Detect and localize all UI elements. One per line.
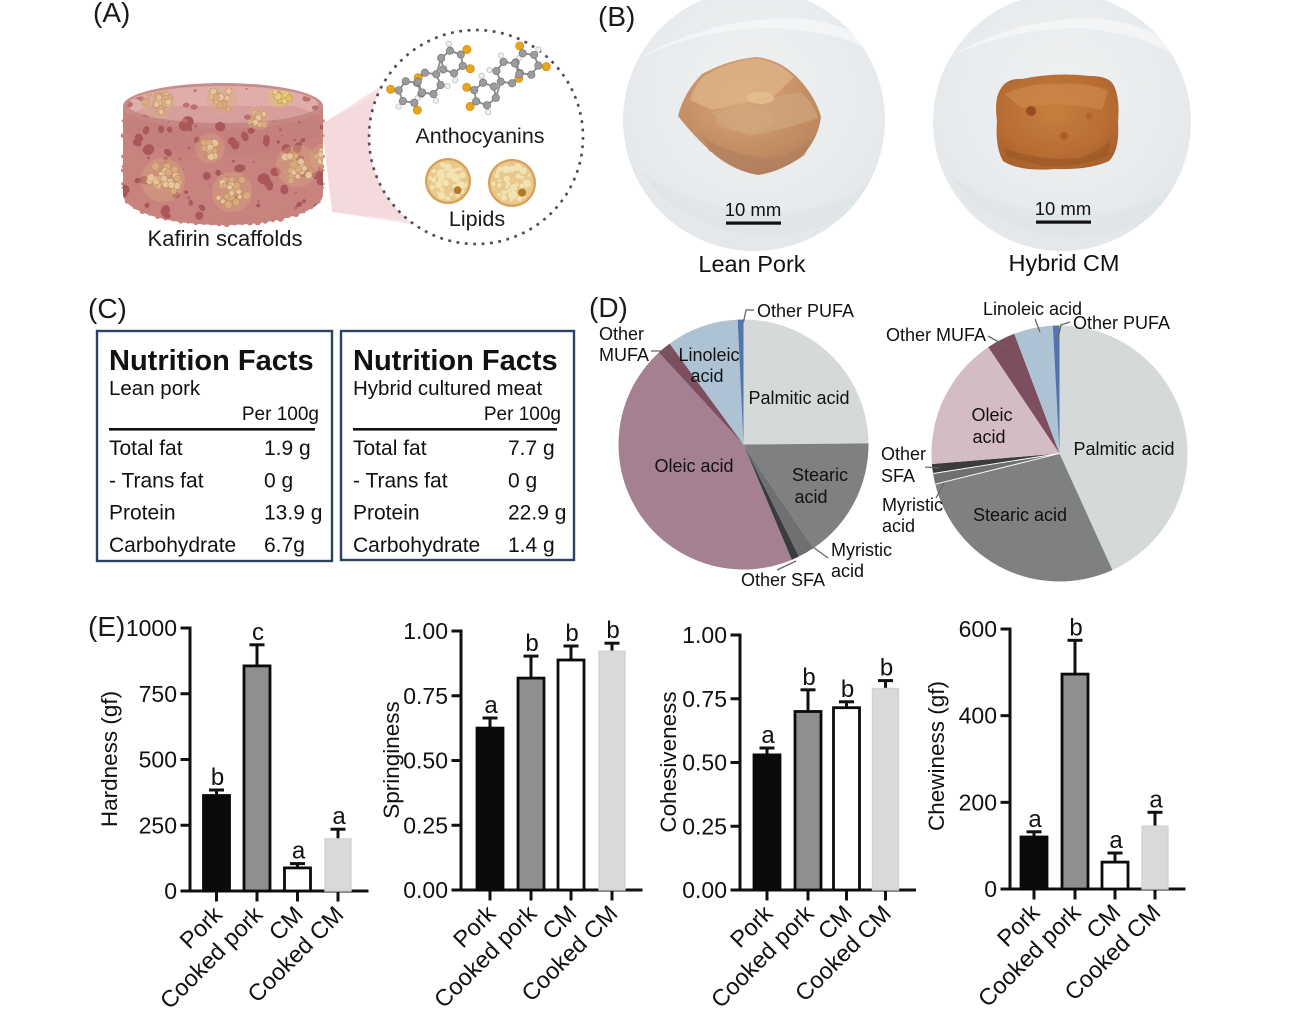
svg-text:0: 0 [984,876,997,902]
svg-text:SFA: SFA [881,466,915,486]
svg-text:b: b [880,655,893,682]
svg-text:a: a [1028,806,1042,833]
svg-text:a: a [1149,786,1163,813]
svg-text:6.7g: 6.7g [264,534,305,557]
svg-text:Chewiness (gf): Chewiness (gf) [924,681,949,831]
svg-text:Hybrid cultured meat: Hybrid cultured meat [353,377,542,400]
svg-text:Nutrition Facts: Nutrition Facts [353,345,558,377]
svg-text:c: c [252,619,264,646]
svg-text:Hardness (gf): Hardness (gf) [97,691,122,827]
svg-text:Per 100g: Per 100g [242,404,319,425]
svg-text:Total fat: Total fat [353,437,427,460]
svg-text:MUFA: MUFA [599,345,649,365]
svg-text:a: a [761,722,775,749]
svg-text:Protein: Protein [353,502,420,525]
svg-text:1.4 g: 1.4 g [508,534,555,557]
svg-text:7.7 g: 7.7 g [508,437,555,460]
svg-text:0.50: 0.50 [682,750,727,776]
svg-text:Other SFA: Other SFA [741,570,825,590]
svg-text:Nutrition Facts: Nutrition Facts [109,345,314,377]
svg-text:1000: 1000 [126,615,177,641]
svg-text:0.75: 0.75 [403,683,448,709]
svg-text:b: b [802,664,815,691]
svg-text:0.00: 0.00 [682,877,727,903]
svg-text:0.00: 0.00 [403,877,448,903]
svg-text:Myristic: Myristic [831,540,892,560]
svg-text:Linoleic acid: Linoleic acid [983,299,1082,319]
svg-text:b: b [565,620,578,647]
svg-text:Stearic acid: Stearic acid [973,505,1067,525]
svg-text:b: b [525,630,538,657]
svg-text:0 g: 0 g [508,469,537,492]
svg-text:(E): (E) [88,611,125,642]
svg-text:400: 400 [959,703,997,729]
svg-text:Hybrid CM: Hybrid CM [1009,250,1120,276]
svg-text:1.00: 1.00 [682,622,727,648]
svg-text:acid: acid [690,366,723,386]
svg-text:b: b [1069,614,1082,641]
svg-text:Myristic: Myristic [882,495,943,515]
svg-text:250: 250 [139,812,177,838]
svg-text:acid: acid [882,516,915,536]
svg-text:Oleic: Oleic [971,405,1012,425]
svg-text:Carbohydrate: Carbohydrate [353,534,480,557]
svg-text:1.9 g: 1.9 g [264,437,311,460]
svg-text:(C): (C) [88,293,127,324]
svg-text:a: a [332,803,346,830]
svg-text:(D): (D) [589,292,628,323]
svg-text:Other: Other [881,444,926,464]
svg-text:0.50: 0.50 [403,748,448,774]
svg-text:a: a [484,692,498,719]
svg-text:Linoleic: Linoleic [678,345,739,365]
svg-text:500: 500 [139,747,177,773]
svg-text:acid: acid [972,427,1005,447]
svg-text:Per 100g: Per 100g [484,404,561,425]
svg-text:Kafirin scaffolds: Kafirin scaffolds [148,226,303,251]
svg-text:Protein: Protein [109,502,176,525]
svg-text:Cohesiveness: Cohesiveness [656,691,681,832]
svg-text:Lean Pork: Lean Pork [698,251,805,277]
svg-text:a: a [292,838,306,865]
svg-text:Other MUFA: Other MUFA [886,325,986,345]
svg-text:Stearic: Stearic [792,465,848,485]
svg-text:Springiness: Springiness [379,701,404,819]
svg-text:10 mm: 10 mm [725,199,782,220]
svg-text:22.9 g: 22.9 g [508,502,566,525]
svg-text:b: b [606,617,619,644]
svg-text:acid: acid [831,561,864,581]
svg-text:- Trans fat: - Trans fat [353,469,448,492]
svg-text:Lean pork: Lean pork [109,377,201,400]
svg-text:(A): (A) [93,0,130,28]
svg-text:600: 600 [959,616,997,642]
svg-text:0 g: 0 g [264,469,293,492]
svg-text:Total fat: Total fat [109,437,183,460]
svg-text:0.25: 0.25 [682,813,727,839]
svg-text:Other PUFA: Other PUFA [1073,313,1170,333]
svg-text:- Trans fat: - Trans fat [109,469,204,492]
svg-text:acid: acid [794,487,827,507]
svg-text:0: 0 [164,878,177,904]
svg-text:200: 200 [959,789,997,815]
svg-text:Carbohydrate: Carbohydrate [109,534,236,557]
svg-text:Lipids: Lipids [449,207,505,231]
svg-text:b: b [841,676,854,703]
svg-text:Palmitic acid: Palmitic acid [748,388,849,408]
svg-text:Anthocyanins: Anthocyanins [415,124,544,148]
svg-text:10 mm: 10 mm [1035,198,1092,219]
svg-text:a: a [1109,827,1123,854]
svg-text:13.9 g: 13.9 g [264,502,322,525]
svg-text:1.00: 1.00 [403,618,448,644]
svg-text:Oleic acid: Oleic acid [654,456,733,476]
svg-text:Other: Other [599,324,644,344]
svg-text:750: 750 [139,681,177,707]
svg-text:(B): (B) [598,1,635,32]
svg-text:0.75: 0.75 [682,686,727,712]
svg-text:Other PUFA: Other PUFA [757,301,854,321]
svg-text:b: b [211,764,224,791]
svg-text:Palmitic acid: Palmitic acid [1073,439,1174,459]
svg-text:0.25: 0.25 [403,812,448,838]
